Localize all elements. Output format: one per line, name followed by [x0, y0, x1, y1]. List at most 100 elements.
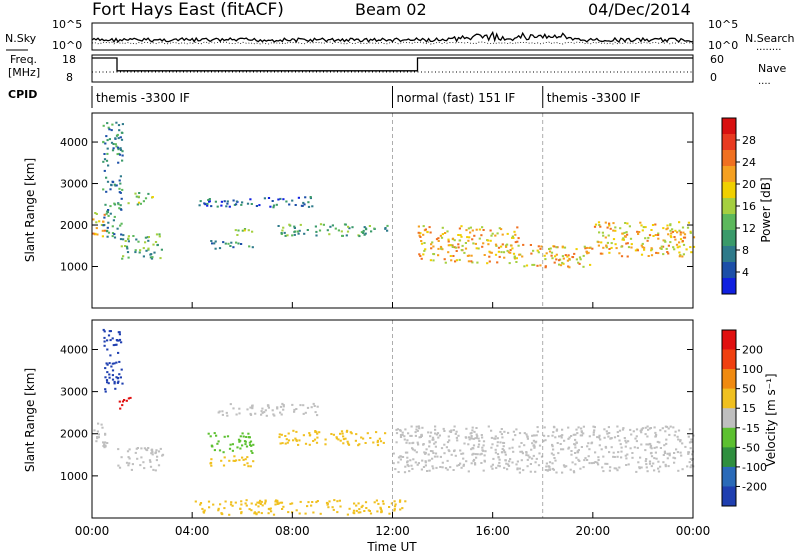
- echo-cell: [567, 447, 570, 450]
- echo-cell: [405, 441, 408, 444]
- echo-cell: [515, 257, 518, 260]
- echo-cell: [681, 468, 684, 471]
- echo-cell: [108, 128, 111, 131]
- echo-cell: [434, 432, 437, 435]
- echo-cell: [363, 226, 366, 229]
- echo-cell: [640, 443, 643, 446]
- echo-cell: [516, 240, 519, 243]
- y-tick-label: 3000: [60, 386, 88, 399]
- echo-cell: [367, 509, 370, 512]
- echo-cell: [625, 457, 628, 460]
- echo-cell: [552, 448, 555, 451]
- echo-cell: [592, 425, 595, 428]
- echo-cell: [95, 221, 98, 224]
- echo-cell: [455, 436, 458, 439]
- echo-cell: [116, 153, 119, 156]
- echo-cell: [630, 246, 633, 249]
- echo-cell: [480, 462, 483, 464]
- echo-cell: [500, 228, 503, 231]
- echo-cell: [380, 510, 383, 513]
- echo-cell: [663, 450, 666, 453]
- echo-cell: [235, 203, 238, 206]
- echo-cell: [496, 441, 499, 444]
- echo-cell: [554, 459, 557, 462]
- echo-cell: [555, 429, 558, 432]
- echo-cell: [447, 251, 450, 254]
- echo-cell: [105, 362, 108, 365]
- echo-cell: [135, 195, 138, 198]
- echo-cell: [241, 456, 244, 459]
- echo-cell: [619, 227, 622, 230]
- echo-cell: [645, 443, 648, 446]
- echo-cell: [606, 432, 609, 435]
- echo-cell: [673, 452, 676, 454]
- echo-cell: [306, 406, 310, 409]
- echo-cell: [515, 261, 518, 263]
- echo-cell: [558, 259, 561, 262]
- echo-cell: [608, 224, 611, 227]
- echo-cell: [253, 512, 256, 515]
- echo-cell: [297, 196, 300, 199]
- echo-cell: [551, 434, 554, 437]
- echo-cell: [657, 232, 660, 235]
- echo-cell: [521, 255, 524, 258]
- echo-cell: [102, 188, 105, 191]
- echo-cell: [535, 457, 538, 460]
- echo-cell: [502, 445, 505, 448]
- echo-cell: [661, 427, 664, 430]
- echo-cell: [127, 397, 130, 400]
- echo-cell: [615, 467, 618, 470]
- echo-cell: [233, 460, 236, 462]
- echo-cell: [432, 452, 435, 454]
- echo-cell: [467, 443, 470, 446]
- echo-cell: [102, 140, 105, 143]
- echo-cell: [223, 507, 226, 510]
- echo-cell: [235, 200, 238, 203]
- echo-cell: [107, 334, 111, 337]
- echo-cell: [287, 439, 291, 442]
- echo-cell: [228, 459, 231, 462]
- echo-cell: [386, 224, 389, 227]
- echo-cell: [598, 434, 601, 437]
- echo-cell: [571, 461, 574, 464]
- echo-cell: [259, 499, 262, 502]
- echo-cell: [285, 200, 288, 203]
- echo-cell: [457, 464, 461, 466]
- echo-cell: [574, 433, 577, 436]
- echo-cell: [657, 460, 660, 463]
- echo-cell: [103, 153, 106, 155]
- echo-cell: [298, 229, 301, 232]
- echo-cell: [498, 465, 501, 468]
- echo-cell: [414, 461, 417, 464]
- echo-cell: [622, 238, 625, 241]
- echo-cell: [650, 248, 654, 251]
- echo-cell: [107, 209, 110, 211]
- echo-cell: [666, 457, 669, 460]
- echo-cell: [468, 254, 471, 257]
- echo-cell: [302, 404, 305, 407]
- echo-cell: [451, 246, 454, 248]
- colorbar-tick-label: 200: [742, 344, 763, 357]
- echo-cell: [532, 249, 535, 252]
- echo-cell: [382, 502, 385, 505]
- echo-cell: [580, 446, 583, 448]
- echo-cell: [115, 184, 118, 187]
- echo-cell: [568, 257, 571, 260]
- echo-cell: [475, 247, 478, 250]
- echo-cell: [545, 252, 548, 255]
- echo-cell: [416, 429, 419, 432]
- echo-cell: [545, 465, 548, 468]
- echo-cell: [124, 240, 127, 242]
- echo-cell: [677, 429, 681, 432]
- echo-cell: [106, 147, 109, 150]
- echo-cell: [428, 445, 431, 448]
- echo-cell: [558, 435, 561, 438]
- echo-cell: [673, 434, 676, 437]
- echo-cell: [458, 227, 461, 230]
- echo-cell: [145, 448, 148, 451]
- echo-cell: [388, 512, 391, 515]
- echo-cell: [577, 426, 580, 429]
- echo-cell: [439, 466, 442, 468]
- echo-cell: [420, 257, 423, 260]
